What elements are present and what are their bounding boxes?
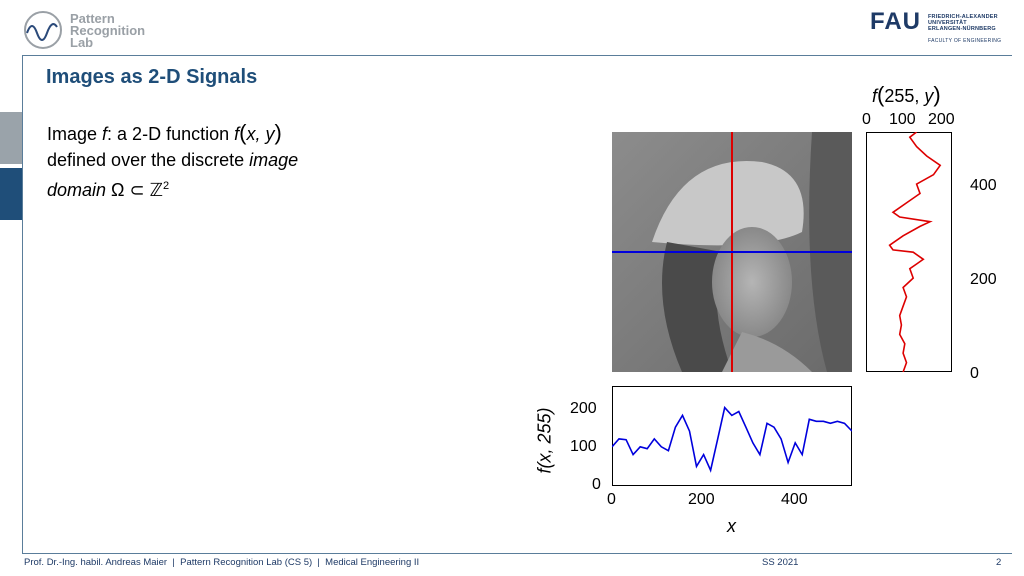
body-text-italic: domain: [47, 180, 107, 200]
image-figure: [612, 132, 852, 372]
top-tick-200: 200: [928, 111, 955, 128]
body-line-2: defined over the discrete image: [47, 147, 367, 173]
body-text-span: : a 2-D function: [107, 124, 235, 144]
body-text-math: Ω ⊂ ℤ: [106, 180, 163, 200]
paren-open: (: [877, 82, 885, 107]
top-tick-0: 0: [862, 111, 871, 128]
fau-logo: FAU FRIEDRICH-ALEXANDER UNIVERSITÄT ERLA…: [870, 9, 1010, 49]
fau-university-line-1: FRIEDRICH-ALEXANDER: [928, 14, 998, 20]
body-line-3: domain Ω ⊂ ℤ2: [47, 173, 367, 203]
bottom-ytick-100: 100: [570, 438, 597, 455]
body-text-func: f: [234, 124, 240, 144]
paren-close: ): [274, 120, 282, 145]
right-tick-0: 0: [970, 365, 979, 382]
right-tick-200: 200: [970, 271, 997, 288]
row-profile-frame: [612, 386, 852, 486]
footer-semester: SS 2021: [762, 557, 799, 568]
bottom-ylabel: f(x, 255): [535, 401, 556, 481]
bottom-xlabel: x: [727, 516, 736, 536]
slide-title: Images as 2-D Signals: [46, 66, 258, 88]
row-profile-line: [612, 405, 852, 473]
image-hat: [652, 161, 804, 246]
bottom-xtick-400: 400: [781, 491, 808, 508]
top-label-arg-x: 255,: [884, 86, 925, 106]
column-profile-line: [888, 132, 942, 372]
body-text-math-f: f: [102, 124, 108, 144]
paren-close: ): [933, 82, 941, 107]
paren-open: (: [239, 120, 247, 145]
side-block-blue: [0, 168, 22, 220]
body-text-args: x, y: [246, 124, 275, 144]
body-line-1: Image f: a 2-D function f(x, y): [47, 120, 367, 147]
slide-frame-bottom: [22, 553, 1012, 554]
side-block-gray: [0, 112, 22, 164]
top-label-arg-y: y: [924, 86, 934, 106]
body-text-span: Image: [47, 124, 103, 144]
lab-logo-icon: [24, 11, 62, 49]
lab-logo-line-2: Recognition: [70, 23, 146, 38]
lab-logo-line-3: Lab: [70, 35, 94, 50]
footer-author: Prof. Dr.-Ing. habil. Andreas Maier | Pa…: [24, 557, 420, 568]
slide-frame-top: [22, 55, 1012, 56]
top-profile-label: f(255, y): [872, 82, 941, 108]
body-text-span: defined over the discrete: [47, 150, 250, 170]
bottom-ytick-200: 200: [570, 400, 597, 417]
right-tick-400: 400: [970, 177, 997, 194]
lab-logo-line-1: Pattern: [70, 11, 115, 26]
bottom-ylabel-text: f(x, 255): [534, 407, 555, 474]
slide-frame-left: [22, 55, 23, 553]
bottom-xtick-200: 200: [688, 491, 715, 508]
body-text-sup: 2: [163, 180, 170, 192]
row-profile-plot: [612, 386, 852, 486]
top-label-args: 255, y: [884, 86, 933, 106]
fau-university-line-3: ERLANGEN-NÜRNBERG: [928, 26, 996, 32]
top-label-f: f: [872, 86, 878, 106]
slide-body-text: Image f: a 2-D function f(x, y) defined …: [47, 120, 367, 203]
fau-logo-mark: FAU: [870, 8, 921, 35]
lab-logo: Pattern Recognition Lab: [22, 9, 152, 51]
top-tick-100: 100: [889, 111, 916, 128]
bottom-ytick-0: 0: [592, 476, 601, 493]
footer-page-number: 2: [996, 557, 1002, 568]
bottom-xtick-0: 0: [607, 491, 616, 508]
fau-university-line-2: UNIVERSITÄT: [928, 20, 967, 26]
image-shoulder: [722, 332, 812, 372]
image-face: [712, 227, 792, 337]
body-text-italic: image: [249, 150, 299, 170]
fau-faculty: FACULTY OF ENGINEERING: [928, 38, 1002, 44]
column-profile-plot: [866, 132, 952, 372]
footer: Prof. Dr.-Ing. habil. Andreas Maier | Pa…: [24, 557, 1010, 571]
